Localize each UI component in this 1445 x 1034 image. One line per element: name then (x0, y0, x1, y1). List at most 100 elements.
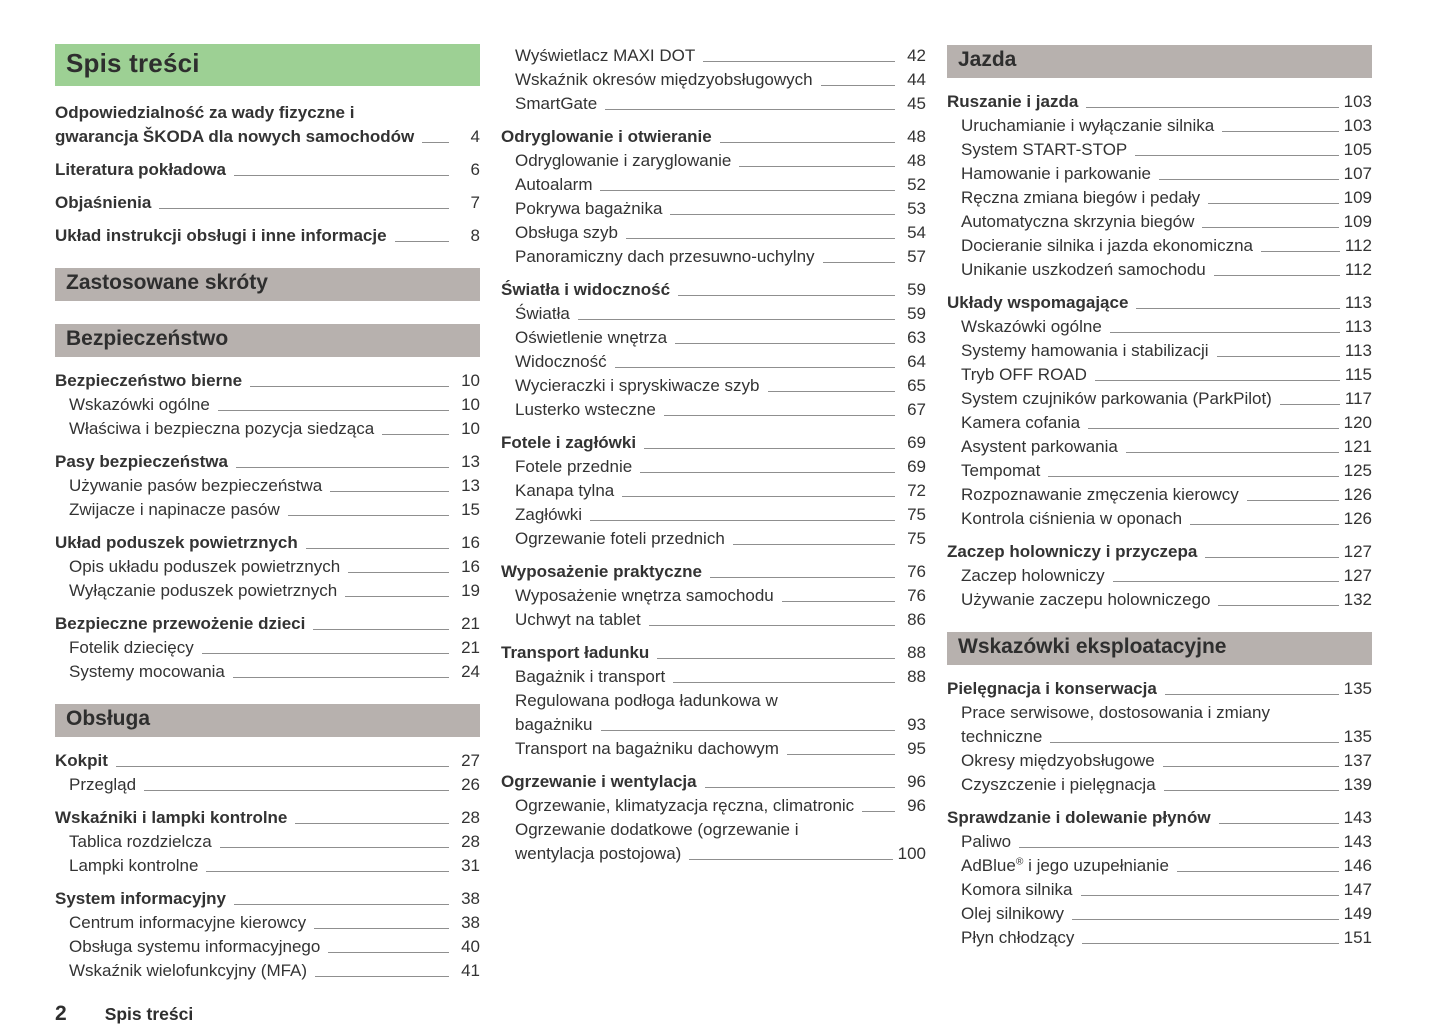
toc-entry: Oświetlenie wnętrza 63 (501, 326, 926, 350)
toc-entry-page: 19 (461, 581, 480, 600)
toc-leader-line (295, 823, 449, 824)
toc-entry-page: 76 (907, 562, 926, 581)
toc-leader-line (663, 415, 895, 416)
toc-leader-line (201, 653, 449, 654)
toc-entry-page: 16 (461, 533, 480, 552)
toc-leader-line (1163, 790, 1339, 791)
toc-leader-line (1162, 766, 1339, 767)
toc-leader-line (605, 109, 895, 110)
toc-leader-line (235, 467, 449, 468)
toc-leader-line (330, 491, 449, 492)
toc-leader-line (1086, 107, 1339, 108)
toc-leader-line (1246, 500, 1339, 501)
toc-entry-page: 57 (907, 247, 926, 266)
toc-entry-page: 86 (907, 610, 926, 629)
toc-entry-page: 113 (1344, 293, 1372, 312)
toc-entry: Lampki kontrolne 31 (55, 854, 480, 878)
toc-leader-line (675, 343, 895, 344)
toc-leader-line (1048, 476, 1339, 477)
toc-group: Objaśnienia 7 (55, 191, 480, 215)
toc-entry-page: 59 (907, 280, 926, 299)
toc-entry-label: Odryglowanie i otwieranie (501, 127, 712, 146)
toc-entry-page: 13 (461, 452, 480, 471)
toc-entry: techniczne 135 (947, 725, 1372, 749)
toc-leader-line (640, 472, 895, 473)
toc-leader-line (287, 515, 449, 516)
toc-leader-line (348, 572, 449, 573)
toc-entry: Tablica rozdzielcza 28 (55, 830, 480, 854)
toc-entry: Płyn chłodzący 151 (947, 926, 1372, 950)
toc-entry-page: 137 (1343, 751, 1372, 770)
toc-leader-line (1158, 179, 1339, 180)
toc-entry-page: 107 (1343, 164, 1372, 183)
toc-entry: Unikanie uszkodzeń samochodu 112 (947, 258, 1372, 282)
toc-leader-line (1260, 251, 1340, 252)
toc-entry: AdBlue® i jego uzupełnianie 146 (947, 854, 1372, 878)
toc-entry: Lusterko wsteczne 67 (501, 398, 926, 422)
toc-leader-line (786, 754, 895, 755)
toc-columns: Spis treści Odpowiedzialność za wady fizy… (55, 44, 1372, 992)
toc-entry-label: Układ instrukcji obsługi i inne informac… (55, 226, 387, 245)
toc-group: Ruszanie i jazda 103 Uruchamianie i wyłącz… (947, 90, 1372, 282)
toc-leader-line (1136, 308, 1340, 309)
toc-entry: Uruchamianie i wyłączanie silnika 103 (947, 114, 1372, 138)
toc-entry: System START-STOP 105 (947, 138, 1372, 162)
toc-entry: wentylacja postojowa) 100 (501, 842, 926, 866)
toc-entry-label: Systemy hamowania i stabilizacji (961, 341, 1209, 360)
toc-entry-label: Komora silnika (961, 880, 1073, 899)
toc-column-1: Spis treści Odpowiedzialność za wady fizy… (55, 44, 480, 992)
toc-entry-label: Obsługa szyb (515, 223, 618, 242)
toc-entry-page: 53 (907, 199, 926, 218)
toc-leader-line (709, 577, 895, 578)
toc-entry-page: 113 (1344, 317, 1372, 336)
toc-entry: Zwijacze i napinacze pasów 15 (55, 498, 480, 522)
toc-group: System informacyjny 38 Centrum informacyjn… (55, 887, 480, 983)
toc-leader-line (1218, 605, 1339, 606)
toc-entry-label: Autoalarm (515, 175, 593, 194)
toc-entry-label: Fotele i zagłówki (501, 433, 637, 452)
toc-entry-label: Płyn chłodzący (961, 928, 1075, 947)
toc-entry: Fotele i zagłówki 69 (501, 431, 926, 455)
toc-entry-label: Światła i widoczność (501, 280, 671, 299)
toc-leader-line (422, 142, 449, 143)
toc-entry-page: 26 (461, 775, 480, 794)
toc-group: Wyposażenie praktyczne 76 Wyposażenie wnęt… (501, 560, 926, 632)
toc-entry-page: 100 (897, 844, 926, 863)
toc-leader-line (328, 952, 449, 953)
toc-entry: Obsługa systemu informacyjnego 40 (55, 935, 480, 959)
toc-entry: Bezpieczeństwo bierne 10 (55, 369, 480, 393)
toc-entry-label: Światła (515, 304, 570, 323)
toc-leader-line (115, 766, 449, 767)
toc-entry-label: Wskazówki ogólne (961, 317, 1102, 336)
toc-group: Odryglowanie i otwieranie 48 Odryglowanie … (501, 125, 926, 269)
toc-entry-page: 149 (1343, 904, 1372, 923)
toc-entry: Kontrola ciśnienia w oponach 126 (947, 507, 1372, 531)
toc-entry-label: Olej silnikowy (961, 904, 1064, 923)
toc-entry-label: Pielęgnacja i konserwacja (947, 679, 1157, 698)
toc-entry-page: 40 (461, 937, 480, 956)
toc-entry-page: 76 (907, 586, 926, 605)
toc-entry: Kanapa tylna 72 (501, 479, 926, 503)
toc-leader-line (622, 496, 895, 497)
toc-entry-label: Widoczność (515, 352, 607, 371)
toc-entry: Komora silnika 147 (947, 878, 1372, 902)
toc-leader-line (1050, 742, 1339, 743)
toc-entry-page: 21 (461, 638, 480, 657)
toc-entry-page: 67 (907, 400, 926, 419)
page-footer: 2 Spis treści (55, 992, 1372, 1034)
toc-entry-page: 52 (907, 175, 926, 194)
toc-group: Wskaźniki i lampki kontrolne 28 Tablica ro… (55, 806, 480, 878)
toc-entry-label: Opis układu poduszek powietrznych (69, 557, 341, 576)
toc-section-header: Jazda (947, 45, 1372, 78)
toc-entry-page: 96 (907, 772, 926, 791)
toc-entry-page: 38 (461, 889, 480, 908)
toc-entry-label: Odryglowanie i zaryglowanie (515, 151, 732, 170)
toc-entry-label: Automatyczna skrzynia biegów (961, 212, 1195, 231)
toc-entry-label: Ogrzewanie foteli przednich (515, 529, 725, 548)
toc-group: Układ poduszek powietrznych 16 Opis układu… (55, 531, 480, 603)
toc-entry: Pasy bezpieczeństwa 13 (55, 450, 480, 474)
toc-entry-label: Asystent parkowania (961, 437, 1118, 456)
toc-leader-line (1094, 380, 1340, 381)
toc-entry: Ogrzewanie foteli przednich 75 (501, 527, 926, 551)
